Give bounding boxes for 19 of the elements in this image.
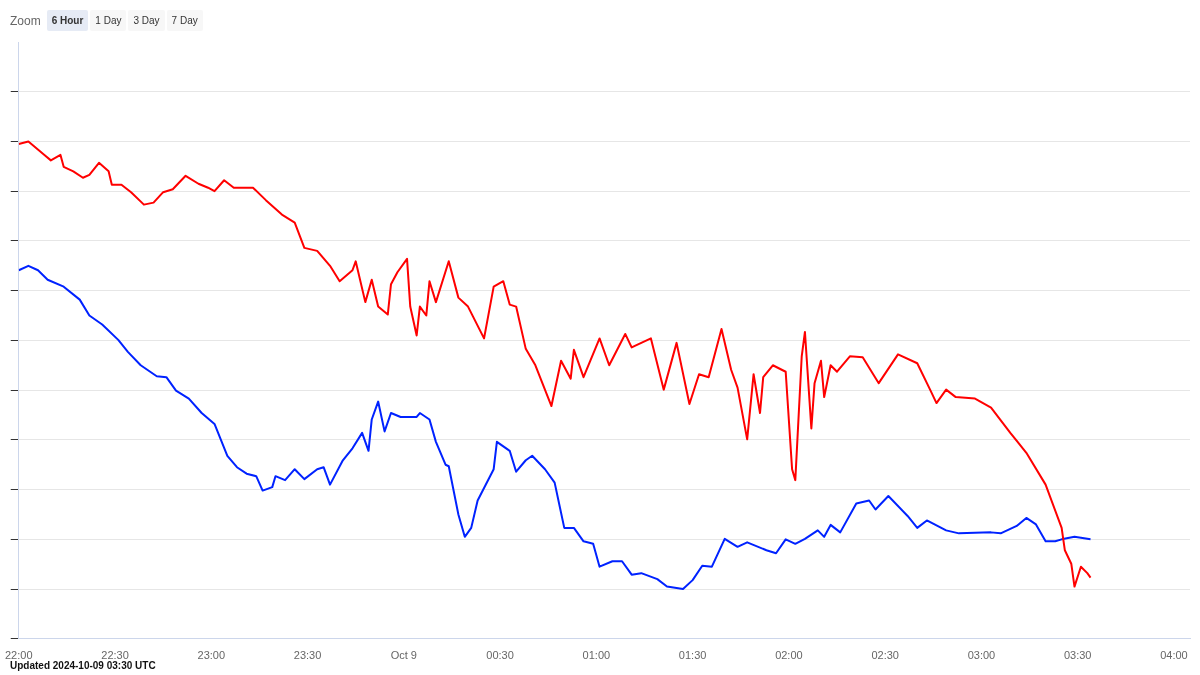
text: Zoom xyxy=(10,13,41,28)
text: 7 Day xyxy=(166,10,203,31)
text: 1 Day xyxy=(90,10,127,31)
x-tick-label: 23:00 xyxy=(197,649,226,662)
x-tick-label: 03:00 xyxy=(967,649,996,662)
x-tick-label: 23:30 xyxy=(293,649,322,662)
x-tick-label: 04:00 xyxy=(1160,649,1188,662)
x-tick-label: 00:30 xyxy=(486,649,514,662)
x-tick-label: 02:30 xyxy=(871,649,899,662)
x-tick-label: 01:00 xyxy=(582,649,611,662)
text: 3 Day xyxy=(128,10,165,31)
text: Updated 2024-10-09 03:30 UTC xyxy=(10,660,156,671)
x-tick-label: 22:30 xyxy=(101,649,129,662)
text: 6 Hour xyxy=(46,10,89,31)
x-tick-label: 01:30 xyxy=(678,649,707,662)
x-tick-label: 22:00 xyxy=(5,649,33,662)
x-tick-label: Oct 9 xyxy=(390,649,417,662)
x-tick-label: 02:00 xyxy=(775,649,803,662)
x-tick-label: 03:30 xyxy=(1063,649,1092,662)
